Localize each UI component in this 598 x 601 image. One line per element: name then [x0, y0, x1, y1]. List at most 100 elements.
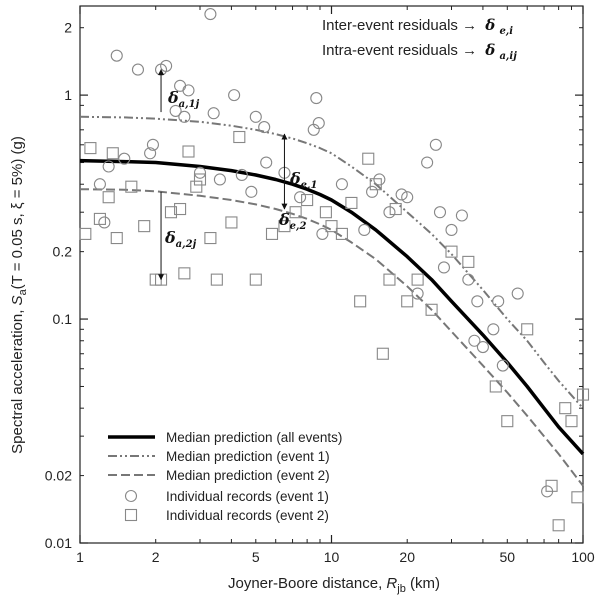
inter-event-label: Inter-event residuals → δ e,i — [322, 16, 513, 37]
record-point-event1 — [462, 273, 475, 286]
y-tick-label: 0.02 — [45, 468, 72, 484]
record-point-event1 — [160, 59, 173, 72]
record-point-event2 — [325, 220, 338, 233]
plot-axes: 1 2 5 10 20 50 100 0.01 0.02 0.1 0.2 1 2 — [45, 5, 595, 565]
record-point-event1 — [102, 160, 115, 173]
record-point-event1 — [335, 178, 348, 191]
record-point-event1 — [249, 110, 262, 123]
record-point-event1 — [492, 295, 505, 308]
record-point-event2 — [278, 220, 291, 233]
x-tick-label: 1 — [76, 549, 84, 565]
record-point-event1 — [487, 323, 500, 336]
x-tick-label: 100 — [571, 549, 595, 565]
record-point-event2 — [190, 180, 203, 193]
x-tick-label: 2 — [152, 549, 160, 565]
residual-key: Inter-event residuals → δ e,i Intra-even… — [322, 16, 517, 62]
record-point-event1 — [496, 359, 509, 372]
record-point-event1 — [358, 223, 371, 236]
record-point-event1 — [383, 206, 396, 219]
record-point-event2 — [110, 232, 123, 245]
record-point-event2 — [204, 232, 217, 245]
record-point-event1 — [433, 206, 447, 219]
record-point-event2 — [93, 212, 106, 225]
record-point-event2 — [79, 227, 92, 240]
record-point-event2 — [354, 295, 367, 308]
record-point-event2 — [576, 388, 590, 401]
record-point-event2 — [565, 415, 578, 428]
record-point-event2 — [174, 202, 187, 216]
record-point-event1 — [445, 223, 458, 236]
record-point-event1 — [110, 49, 123, 62]
y-tick-label: 2 — [64, 20, 72, 36]
record-point-event1 — [471, 295, 484, 308]
record-point-event2 — [138, 220, 151, 233]
prediction-lines — [79, 115, 585, 487]
y-tick-label: 0.1 — [53, 311, 73, 327]
record-point-event2 — [559, 402, 572, 415]
legend-label-median-all: Median prediction (all events) — [166, 430, 342, 445]
record-point-event2 — [462, 255, 475, 268]
y-tick-label: 0.01 — [45, 535, 72, 551]
record-point-event1 — [373, 173, 386, 186]
legend-label-median-event1: Median prediction (event 1) — [166, 449, 330, 464]
y-tick-label: 1 — [64, 87, 72, 103]
legend: Median prediction (all events) Median pr… — [108, 430, 342, 523]
record-point-event1 — [294, 191, 307, 204]
x-axis-title: Joyner-Boore distance, Rjb (km) — [228, 575, 440, 595]
residual-arrows — [158, 68, 288, 281]
x-tick-label: 5 — [252, 549, 260, 565]
record-point-event2 — [376, 347, 389, 360]
record-point-event2 — [249, 273, 262, 286]
record-point-event1 — [144, 147, 157, 160]
record-point-event2 — [389, 202, 402, 216]
series-line-0 — [79, 158, 585, 456]
record-point-event1 — [511, 287, 524, 300]
record-point-event2 — [521, 323, 534, 336]
record-point-event2 — [182, 145, 195, 158]
record-point-event1 — [455, 209, 468, 222]
x-tick-label: 10 — [324, 549, 340, 565]
record-point-event2 — [445, 245, 458, 258]
record-point-event2 — [193, 173, 207, 186]
record-point-event2 — [102, 191, 115, 204]
delta-a1j-label: δa,1j — [167, 88, 200, 110]
record-point-event1 — [310, 92, 323, 105]
record-point-event1 — [421, 156, 434, 169]
record-point-event1 — [228, 89, 241, 102]
record-point-event2 — [233, 130, 246, 144]
series-line-1 — [79, 115, 584, 409]
record-point-event1 — [411, 287, 424, 300]
legend-label-records-event2: Individual records (event 2) — [166, 508, 329, 523]
record-point-event1 — [235, 168, 248, 182]
record-point-event1 — [437, 261, 451, 274]
legend-label-records-event1: Individual records (event 1) — [166, 489, 329, 504]
record-point-event1 — [258, 121, 271, 134]
record-point-event2 — [345, 196, 358, 209]
delta-e2-label: δe,2 — [278, 210, 307, 232]
record-point-event1 — [98, 216, 111, 229]
record-point-event2 — [301, 193, 314, 207]
record-point-event2 — [335, 227, 348, 240]
record-point-event2 — [552, 519, 565, 532]
record-point-event1 — [395, 188, 408, 201]
record-point-event2 — [501, 415, 514, 428]
record-point-event2 — [425, 303, 438, 316]
record-point-event2 — [125, 180, 138, 193]
y-tick-label: 0.2 — [53, 244, 73, 260]
delta-e1-label: δe,1 — [289, 169, 317, 191]
y-axis-title: Spectral acceleration, Sa(T = 0.05 s, ξ … — [9, 136, 29, 454]
record-point-event2 — [319, 206, 332, 219]
record-point-event2 — [164, 206, 178, 219]
record-point-event2 — [84, 142, 97, 155]
record-point-event1 — [146, 138, 159, 151]
record-point-event1 — [260, 156, 273, 169]
record-point-event2 — [178, 267, 191, 280]
record-point-event1 — [169, 104, 182, 117]
intra-event-label: Intra-event residuals → δ a,ij — [322, 41, 517, 62]
record-point-event2 — [545, 479, 558, 492]
legend-swatch-records-event2 — [124, 508, 138, 522]
record-point-event1 — [366, 185, 379, 198]
record-point-event1 — [213, 173, 226, 186]
record-point-event2 — [489, 380, 502, 393]
